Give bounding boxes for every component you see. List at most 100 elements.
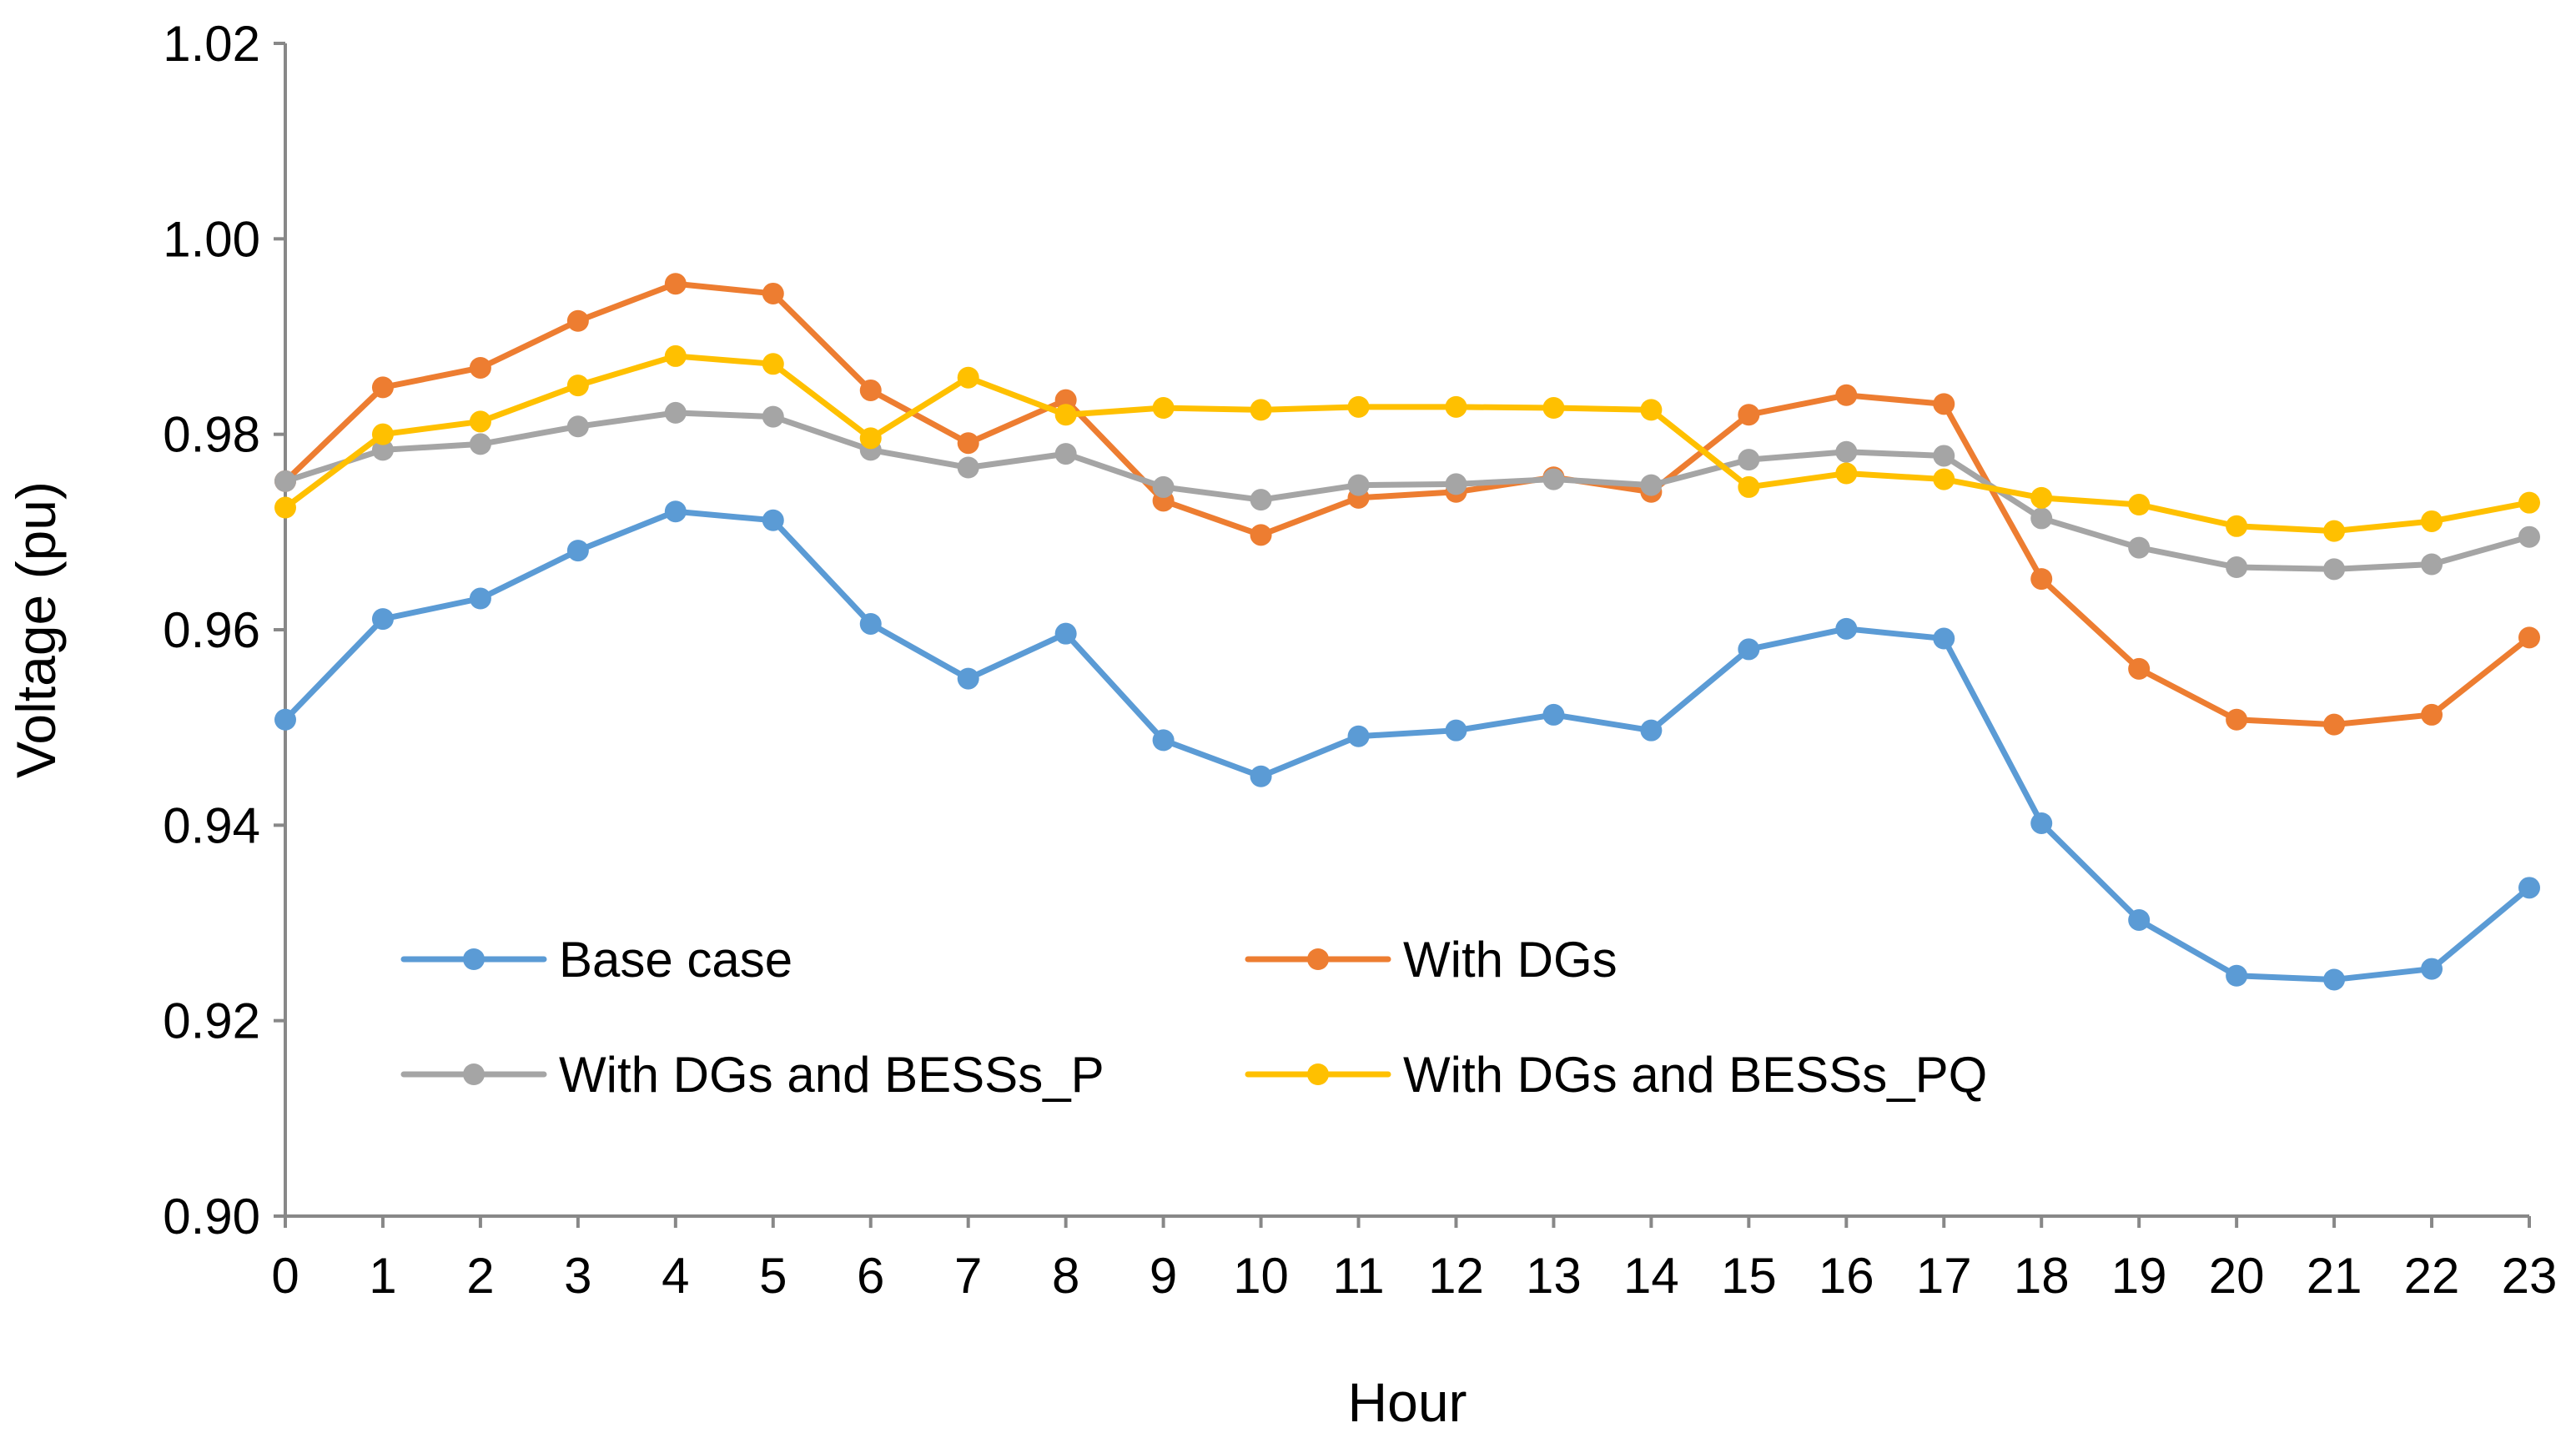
x-tick-label: 4 (662, 1248, 689, 1304)
y-tick-label: 0.92 (163, 993, 260, 1049)
data-point (2518, 877, 2540, 899)
data-point (2518, 525, 2540, 548)
data-point (1152, 397, 1175, 420)
data-point (2518, 491, 2540, 514)
x-tick-label: 1 (369, 1248, 396, 1304)
y-tick-label: 1.02 (163, 16, 260, 72)
data-point (1835, 617, 1858, 640)
data-point (371, 608, 394, 631)
data-point (957, 366, 979, 389)
data-point (1152, 475, 1175, 498)
series-group (274, 273, 2540, 991)
series-1 (274, 500, 2540, 991)
x-tick-label: 11 (1332, 1248, 1384, 1304)
data-point (1738, 404, 1760, 426)
x-tick-label: 20 (2209, 1248, 2265, 1304)
x-tick-label: 21 (2307, 1248, 2362, 1304)
data-point (2226, 964, 2248, 987)
data-point (2226, 556, 2248, 579)
data-point (1347, 725, 1370, 747)
data-point (274, 470, 296, 492)
data-point (469, 587, 491, 610)
data-point (762, 509, 784, 531)
data-point (566, 540, 589, 562)
x-tick-label: 6 (857, 1248, 884, 1304)
data-point (1250, 399, 1272, 421)
data-point (1250, 524, 1272, 546)
x-tick-label: 16 (1819, 1248, 1874, 1304)
data-point (762, 353, 784, 375)
data-point (1738, 449, 1760, 471)
legend-swatch-marker (463, 1063, 485, 1085)
data-point (2128, 657, 2151, 680)
data-point (1542, 397, 1565, 420)
data-point (1933, 445, 1955, 467)
data-point (566, 375, 589, 397)
data-point (2323, 558, 2346, 581)
data-point (957, 456, 979, 479)
data-point (2030, 507, 2053, 530)
data-point (762, 282, 784, 304)
data-point (2226, 515, 2248, 537)
data-point (274, 708, 296, 731)
data-point (664, 273, 687, 295)
x-tick-label: 22 (2404, 1248, 2460, 1304)
axes (274, 42, 2531, 1228)
legend-swatch-marker (1307, 948, 1329, 970)
data-point (859, 427, 882, 450)
data-point (1835, 440, 1858, 463)
data-point (1542, 703, 1565, 726)
data-point (2421, 553, 2443, 576)
x-tick-label: 2 (466, 1248, 494, 1304)
x-tick-label: 3 (564, 1248, 591, 1304)
x-tick-label: 9 (1150, 1248, 1177, 1304)
series-line (282, 410, 2533, 572)
data-point (664, 401, 687, 424)
x-tick-label: 14 (1623, 1248, 1679, 1304)
legend-label: With DGs and BESSs_PQ (1403, 1047, 1987, 1103)
x-tick-label: 5 (759, 1248, 787, 1304)
legend-swatch-marker (1307, 1063, 1329, 1085)
data-point (2323, 968, 2346, 991)
data-point (1445, 719, 1467, 742)
data-point (664, 500, 687, 523)
legend-swatch-marker (463, 948, 485, 970)
data-point (469, 356, 491, 379)
y-tick-label: 0.98 (163, 407, 260, 463)
data-point (469, 410, 491, 433)
y-tick-label: 0.94 (163, 797, 260, 853)
y-tick-label: 0.90 (163, 1189, 260, 1244)
data-point (1640, 474, 1663, 496)
data-point (1738, 475, 1760, 498)
data-point (1347, 474, 1370, 496)
data-point (859, 379, 882, 401)
x-tick-label: 17 (1916, 1248, 1972, 1304)
data-point (1640, 399, 1663, 421)
x-tick-label: 8 (1052, 1248, 1079, 1304)
x-tick-label: 10 (1233, 1248, 1289, 1304)
x-tick-label: 13 (1526, 1248, 1582, 1304)
legend-item: With DGs and BESSs_P (400, 1047, 1104, 1103)
legend: Base case With DGs With DGs and BESSs_P Wit… (400, 932, 1987, 1103)
legend-item: With DGs (1245, 932, 1618, 988)
data-point (957, 667, 979, 690)
data-point (1347, 395, 1370, 418)
data-point (957, 432, 979, 455)
legend-item: With DGs and BESSs_PQ (1245, 1047, 1987, 1103)
data-point (1933, 627, 1955, 650)
legend-label: Base case (559, 932, 792, 988)
x-tick-label: 23 (2502, 1248, 2558, 1304)
data-point (2030, 812, 2053, 834)
data-point (371, 376, 394, 399)
legend-label: With DGs (1403, 932, 1618, 988)
data-point (1835, 384, 1858, 406)
legend-item: Base case (400, 932, 792, 988)
data-point (566, 309, 589, 332)
x-tick-label: 19 (2111, 1248, 2167, 1304)
data-point (2226, 708, 2248, 731)
data-point (762, 405, 784, 428)
data-point (1250, 765, 1272, 787)
data-point (469, 433, 491, 455)
